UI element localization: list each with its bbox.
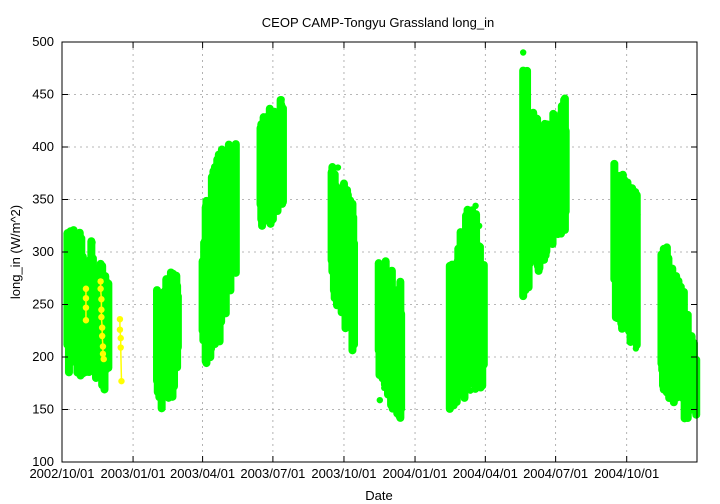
y-tick-label: 500 — [32, 34, 54, 49]
data-point — [100, 355, 107, 363]
data-point — [672, 382, 679, 389]
data-point — [82, 295, 90, 302]
data-point — [98, 296, 105, 303]
y-tick-label: 450 — [32, 87, 54, 102]
data-point — [104, 290, 112, 372]
data-point — [116, 326, 124, 333]
x-axis-label: Date — [365, 488, 392, 503]
data-point — [230, 249, 238, 257]
x-tick-label: 2003/01/01 — [101, 466, 166, 481]
data-point — [520, 110, 528, 117]
data-point — [520, 131, 528, 138]
data-point — [97, 285, 104, 292]
x-tick-label: 2004/07/01 — [523, 466, 588, 481]
data-point — [118, 377, 125, 385]
axis-ticks: 100 150 200 250 300 350 400 450 500 2002/10/01 200… — [29, 34, 697, 481]
y-tick-label: 150 — [32, 402, 54, 417]
data-point — [98, 306, 105, 313]
data-point — [376, 396, 384, 404]
x-tick-label: 2004/10/01 — [594, 466, 659, 481]
data-point — [99, 343, 107, 350]
data-point — [472, 202, 479, 210]
data-point — [519, 91, 527, 98]
data-point — [173, 359, 180, 366]
data-point — [82, 304, 90, 311]
data-point — [519, 70, 527, 77]
data-point — [479, 370, 486, 378]
data-point — [479, 263, 488, 369]
y-axis-label: long_in (W/m^2) — [8, 205, 23, 299]
data-point — [519, 49, 527, 56]
x-tick-label: 2004/01/01 — [382, 466, 447, 481]
x-tick-label: 2004/04/01 — [453, 466, 518, 481]
y-tick-label: 400 — [32, 139, 54, 154]
data-point — [634, 211, 641, 219]
data-point — [396, 278, 405, 413]
y-tick-label: 300 — [32, 244, 54, 259]
data-point — [561, 95, 570, 216]
data-point — [116, 316, 124, 323]
data-point — [97, 278, 104, 285]
data-point — [99, 350, 107, 358]
data-point — [632, 191, 641, 349]
data-point — [475, 222, 483, 230]
data-point — [278, 108, 287, 206]
data-point — [173, 282, 182, 351]
data-point — [82, 285, 90, 292]
data-points — [63, 49, 701, 423]
data-point — [89, 239, 96, 246]
x-tick-label: 2003/04/01 — [170, 466, 235, 481]
x-tick-label: 2003/07/01 — [240, 466, 305, 481]
data-point — [231, 175, 240, 277]
data-point — [691, 356, 700, 419]
y-tick-label: 200 — [32, 349, 54, 364]
data-point — [98, 324, 106, 331]
y-tick-label: 100 — [32, 454, 54, 469]
data-point — [98, 332, 106, 340]
data-point — [117, 344, 124, 351]
y-tick-label: 350 — [32, 192, 54, 207]
data-point — [98, 313, 105, 321]
data-point — [117, 334, 124, 342]
data-point — [349, 213, 358, 349]
data-point — [334, 164, 342, 171]
y-tick-label: 250 — [32, 297, 54, 312]
x-tick-label: 2003/10/01 — [311, 466, 376, 481]
chart-title: CEOP CAMP-Tongyu Grassland long_in — [262, 15, 494, 30]
x-tick-label: 2002/10/01 — [29, 466, 94, 481]
data-point — [82, 317, 90, 324]
data-point — [119, 347, 123, 382]
